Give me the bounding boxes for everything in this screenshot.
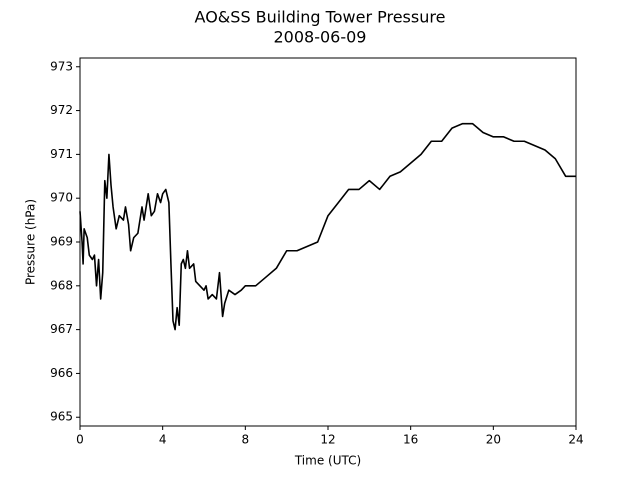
data-line	[79, 122, 576, 331]
y-tick-label: 972	[50, 103, 73, 117]
x-tick-label: 0	[76, 433, 84, 447]
x-tick-label: 24	[568, 433, 583, 447]
x-tick-label: 12	[320, 433, 335, 447]
y-tick-label: 967	[50, 322, 73, 336]
y-tick-label: 971	[50, 147, 73, 161]
x-tick-label: 8	[242, 433, 250, 447]
y-tick-label: 969	[50, 235, 73, 249]
plot-frame	[79, 57, 577, 427]
x-tick-label: 16	[403, 433, 418, 447]
y-tick-label: 973	[50, 59, 73, 73]
y-axis-label: Pressure (hPa)	[24, 199, 38, 285]
x-axis-label: Time (UTC)	[294, 454, 361, 468]
y-tick-label: 970	[50, 191, 73, 205]
chart-title: AO&SS Building Tower Pressure	[195, 8, 446, 27]
chart-subtitle: 2008-06-09	[274, 28, 367, 47]
y-tick-label: 968	[50, 278, 73, 292]
x-tick-label: 20	[486, 433, 501, 447]
y-tick-label: 965	[50, 410, 73, 424]
y-tick-label: 966	[50, 366, 73, 380]
x-tick-label: 4	[159, 433, 167, 447]
